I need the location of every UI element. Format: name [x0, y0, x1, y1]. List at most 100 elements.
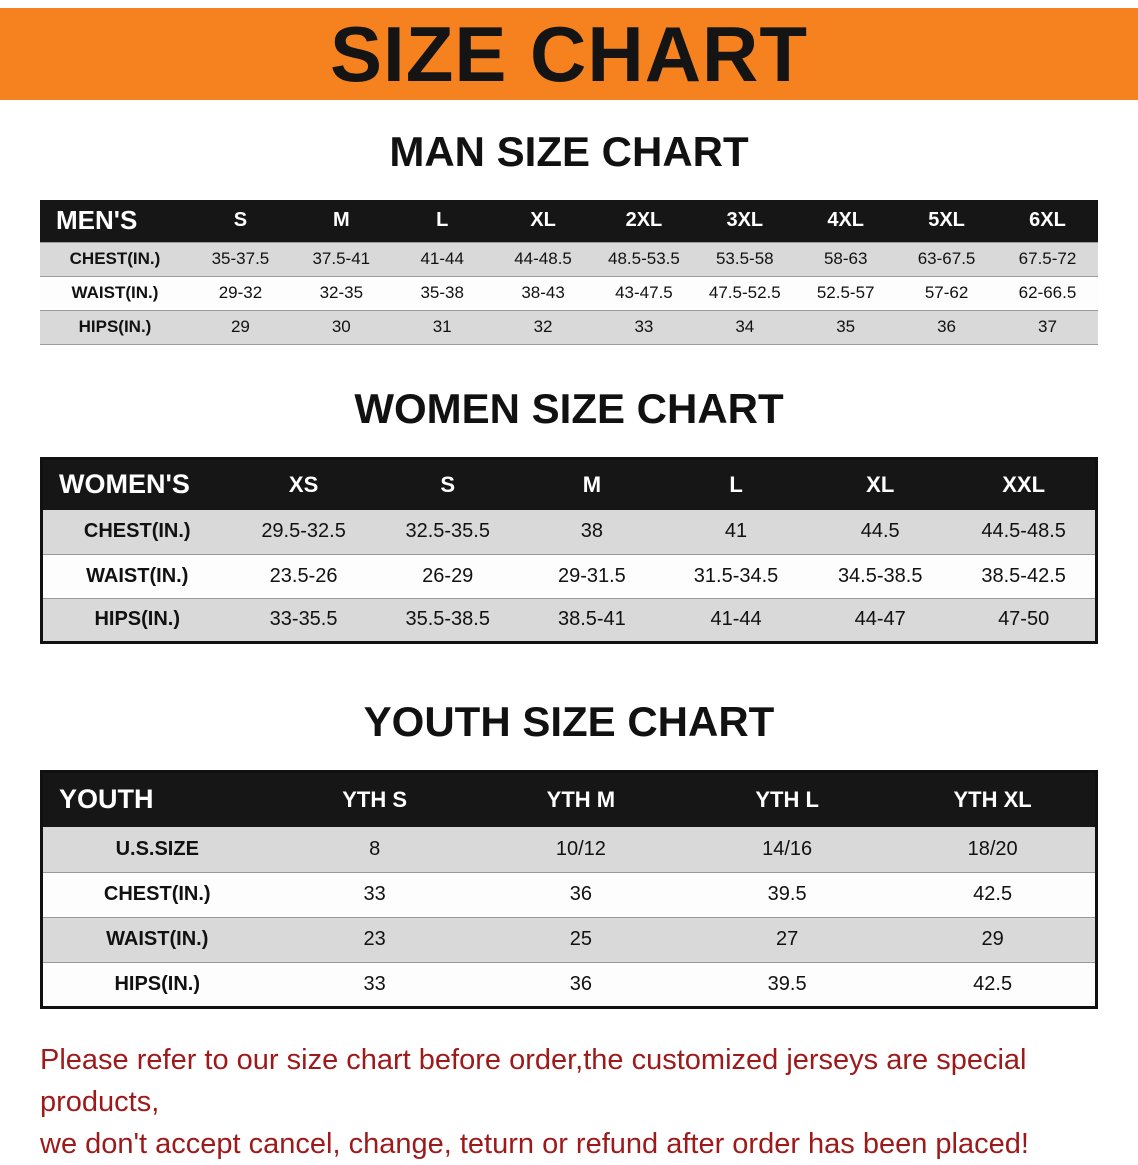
table-cell: 18/20	[967, 837, 1018, 860]
table-cell: 39.5	[767, 883, 807, 905]
table-cell: 32-35	[319, 283, 364, 302]
table-cell: 29-32	[218, 283, 263, 302]
table-cell: 31.5-34.5	[693, 564, 779, 587]
table-cell: 36	[569, 883, 592, 905]
men-size-header-s: S	[190, 200, 291, 242]
youth-size-header-yth-xl: YTH XL	[890, 771, 1097, 827]
youth-size-table: YOUTH YTH S YTH M YTH L YTH XL U.S.SIZE 8 10/12…	[40, 769, 1098, 1009]
row-label: HIPS(IN.)	[78, 317, 152, 336]
table-cell: 67.5-72	[1018, 249, 1077, 268]
table-cell: 30	[331, 317, 351, 336]
table-cell: 34.5-38.5	[837, 564, 923, 587]
women-row-chest-in: CHEST(IN.) 29.5-32.5 32.5-35.5 38 41 44.5 44.5…	[41, 510, 1097, 554]
men-section-heading: MAN SIZE CHART	[389, 128, 749, 175]
table-cell: 44-47	[854, 608, 906, 630]
men-size-header-l: L	[391, 200, 493, 242]
table-cell: 48.5-53.5	[608, 249, 680, 268]
table-cell: 57-62	[924, 283, 969, 302]
men-section: MAN SIZE CHART MEN'S S M L XL 2XL 3XL 4XL 5XL 6XL…	[0, 128, 1138, 345]
table-cell: 53.5-58	[715, 249, 774, 268]
youth-row-hips-in: HIPS(IN.) 33 36 39.5 42.5	[41, 962, 1097, 1007]
table-cell: 44-48.5	[514, 249, 572, 268]
disclaimer-line-1: Please refer to our size chart before or…	[40, 1043, 1027, 1118]
men-size-header-2xl: 2XL	[593, 200, 695, 242]
table-cell: 29-31.5	[557, 564, 626, 587]
youth-row-waist-in: WAIST(IN.) 23 25 27 29	[41, 917, 1097, 962]
table-cell: 31	[432, 317, 452, 336]
table-cell: 52.5-57	[816, 283, 875, 302]
row-label: CHEST(IN.)	[103, 883, 211, 905]
table-cell: 41	[724, 520, 748, 543]
row-label: HIPS(IN.)	[114, 972, 201, 995]
table-cell: 38	[580, 520, 604, 543]
table-cell: 29	[981, 928, 1004, 950]
table-cell: 35-37.5	[211, 249, 270, 268]
table-cell: 35-38	[420, 283, 464, 302]
table-cell: 36	[569, 972, 592, 995]
table-cell: 34	[735, 317, 755, 336]
table-cell: 10/12	[555, 837, 606, 860]
youth-header-row: YOUTH YTH S YTH M YTH L YTH XL	[41, 771, 1097, 827]
youth-section-heading: YOUTH SIZE CHART	[363, 697, 775, 745]
table-cell: 38.5-41	[557, 608, 626, 630]
table-cell: 42.5	[973, 972, 1013, 995]
men-header-row: MEN'S S M L XL 2XL 3XL 4XL 5XL 6XL	[40, 200, 1098, 242]
table-cell: 38-43	[521, 283, 565, 302]
size-chart-banner: SIZE CHART	[0, 8, 1138, 100]
women-header-row: WOMEN'S XS S M L XL XXL	[41, 458, 1097, 510]
table-cell: 33	[363, 883, 386, 905]
table-cell: 29.5-32.5	[261, 520, 346, 543]
table-cell: 58-63	[823, 249, 868, 268]
women-size-header-s: S	[375, 458, 520, 510]
table-cell: 38.5-42.5	[981, 564, 1066, 587]
row-label: CHEST(IN.)	[83, 520, 191, 543]
disclaimer-line-2: we don't accept cancel, change, teturn o…	[40, 1127, 1029, 1160]
table-cell: 47-50	[998, 608, 1050, 630]
row-label: HIPS(IN.)	[94, 608, 181, 630]
table-cell: 14/16	[762, 837, 813, 860]
women-size-header-l: L	[663, 458, 809, 510]
table-cell: 29	[230, 317, 250, 336]
women-size-header-xs: XS	[231, 458, 376, 510]
table-cell: 47.5-52.5	[708, 283, 781, 302]
table-cell: 35	[836, 317, 856, 336]
men-size-header-4xl: 4XL	[795, 200, 897, 242]
table-cell: 37	[1038, 317, 1057, 336]
men-size-header-xl: XL	[492, 200, 594, 242]
men-row-hips-in: HIPS(IN.) 29 30 31 32 33 34 35 36 37	[40, 310, 1098, 344]
banner-title: SIZE CHART	[330, 10, 808, 98]
women-size-header-m: M	[519, 458, 664, 510]
row-label: CHEST(IN.)	[69, 249, 161, 268]
table-cell: 27	[776, 928, 799, 950]
table-cell: 33	[363, 972, 386, 995]
table-cell: 39.5	[767, 972, 807, 995]
women-section-heading: WOMEN SIZE CHART	[354, 384, 784, 432]
men-size-table: MEN'S S M L XL 2XL 3XL 4XL 5XL 6XL CHEST(IN.) 35-37…	[40, 200, 1098, 345]
table-cell: 32.5-35.5	[405, 520, 490, 543]
table-cell: 8	[369, 837, 381, 860]
men-row-chest-in: CHEST(IN.) 35-37.5 37.5-41 41-44 44-48.5 48.5…	[40, 242, 1098, 276]
women-size-table: WOMEN'S XS S M L XL XXL CHEST(IN.) 29.5-32.5 32.5…	[40, 456, 1098, 644]
youth-row-u-s-size: U.S.SIZE 8 10/12 14/16 18/20	[41, 827, 1097, 872]
table-cell: 62-66.5	[1018, 283, 1077, 302]
table-cell: 25	[569, 928, 592, 950]
row-label: U.S.SIZE	[115, 837, 199, 860]
men-size-header-6xl: 6XL	[997, 200, 1098, 242]
table-cell: 41-44	[710, 608, 762, 630]
women-size-header-xxl: XXL	[952, 458, 1097, 510]
women-row-waist-in: WAIST(IN.) 23.5-26 26-29 29-31.5 31.5-34.5 34…	[41, 554, 1097, 598]
table-cell: 33-35.5	[269, 608, 338, 630]
row-label: WAIST(IN.)	[86, 564, 189, 587]
women-row-hips-in: HIPS(IN.) 33-35.5 35.5-38.5 38.5-41 41-44 44-…	[41, 598, 1097, 642]
table-cell: 36	[937, 317, 957, 336]
youth-section: YOUTH SIZE CHART YOUTH YTH S YTH M YTH L YTH…	[0, 698, 1138, 1009]
youth-table-title: YOUTH	[41, 771, 272, 827]
table-cell: 33	[634, 317, 654, 336]
women-section: WOMEN SIZE CHART WOMEN'S XS S M L XL XXL CHEST(…	[0, 385, 1138, 644]
table-cell: 35.5-38.5	[405, 608, 490, 630]
table-cell: 41-44	[420, 249, 464, 268]
men-size-header-m: M	[290, 200, 392, 242]
youth-size-header-yth-l: YTH L	[684, 771, 891, 827]
youth-size-header-yth-s: YTH S	[271, 771, 478, 827]
row-label: WAIST(IN.)	[71, 283, 159, 302]
